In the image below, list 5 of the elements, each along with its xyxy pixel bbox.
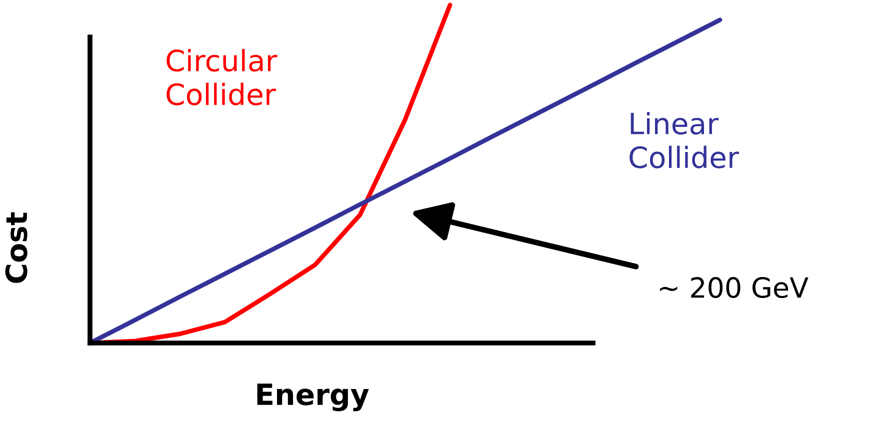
text: Circular Collider: [166, 49, 278, 106]
y-axis-title: Cost: [5, 212, 28, 283]
series-label: Linear Collider: [630, 112, 739, 168]
x-axis-title: Energy: [257, 384, 369, 412]
annotation: ~ 200 GeV: [660, 277, 808, 298]
